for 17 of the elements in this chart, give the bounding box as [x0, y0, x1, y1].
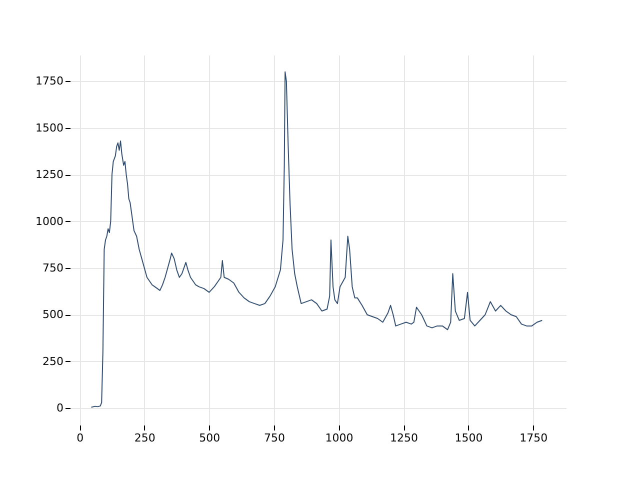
y-tick-label: 1750: [36, 74, 64, 88]
x-tick-label: 0: [76, 432, 84, 444]
x-tick-label: 1500: [454, 432, 483, 444]
y-tick-label: 0: [56, 402, 64, 415]
y-tick-label: 250: [42, 354, 64, 368]
x-tick-label: 1750: [520, 432, 548, 444]
y-tick-label: 1000: [36, 214, 64, 228]
x-tick-label: 1250: [390, 432, 418, 444]
y-tick-label: 1250: [36, 168, 64, 182]
x-tick-label: 750: [264, 432, 285, 444]
y-tick-label: 1500: [36, 121, 64, 134]
x-tick-label: 500: [199, 432, 220, 444]
line-series: [90, 71, 543, 408]
x-tick-label: 250: [134, 432, 156, 444]
y-tick-label: 750: [42, 262, 64, 275]
x-tick-label: 1000: [325, 432, 354, 444]
y-tick-label: 500: [42, 308, 64, 322]
